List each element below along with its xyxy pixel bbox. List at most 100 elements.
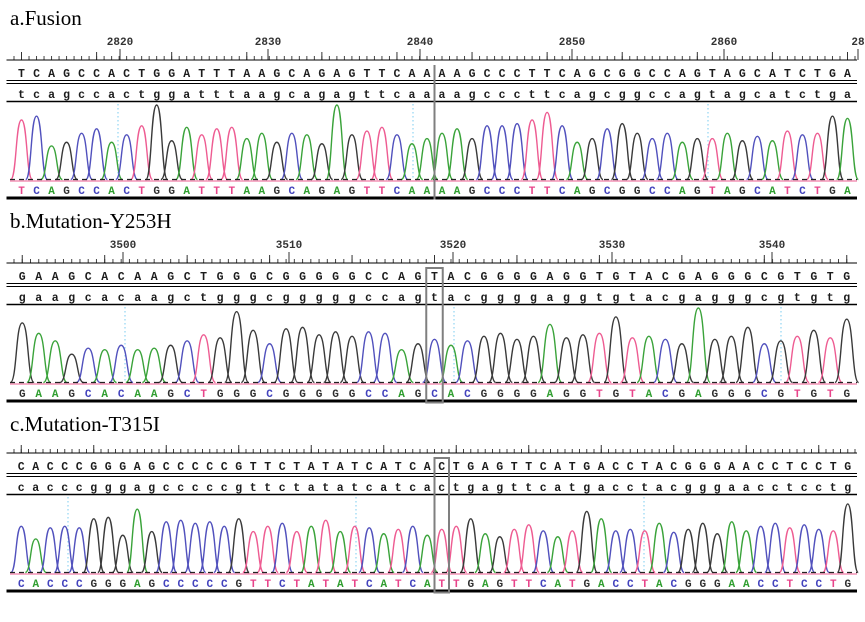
svg-text:G: G <box>105 579 112 591</box>
svg-text:c: c <box>279 482 286 495</box>
svg-text:g: g <box>728 292 735 305</box>
svg-text:T: T <box>138 186 145 198</box>
svg-text:g: g <box>810 292 817 305</box>
svg-text:G: G <box>349 186 356 198</box>
chromatogram-a: 2820 2830 2840 2850 2860 28T C A G C C A C T G G A T T T A A G… <box>6 37 865 200</box>
svg-text:A: A <box>308 461 315 474</box>
svg-text:g: g <box>119 482 126 495</box>
svg-text:C: C <box>288 68 295 81</box>
svg-text:A: A <box>424 68 431 81</box>
svg-text:G: G <box>619 68 626 81</box>
svg-text:C: C <box>118 271 125 284</box>
svg-text:g: g <box>612 292 619 305</box>
svg-text:g: g <box>744 292 751 305</box>
svg-text:G: G <box>513 271 520 284</box>
svg-text:A: A <box>52 389 59 401</box>
svg-text:T: T <box>351 579 358 591</box>
svg-text:C: C <box>815 461 822 474</box>
svg-text:T: T <box>213 186 220 198</box>
svg-text:a: a <box>35 292 42 305</box>
svg-text:C: C <box>514 186 521 198</box>
svg-text:g: g <box>579 292 586 305</box>
svg-text:T: T <box>784 186 791 198</box>
svg-text:G: G <box>119 579 126 591</box>
svg-text:t: t <box>827 292 834 305</box>
svg-text:g: g <box>481 292 488 305</box>
svg-text:t: t <box>200 292 207 305</box>
svg-text:c: c <box>365 292 372 305</box>
svg-text:a: a <box>183 89 190 102</box>
svg-text:T: T <box>200 271 207 284</box>
svg-text:A: A <box>574 186 581 198</box>
panel-title: c.Mutation-T315I <box>10 412 160 436</box>
svg-text:A: A <box>380 461 387 474</box>
svg-text:a: a <box>546 292 553 305</box>
svg-text:C: C <box>394 186 401 198</box>
svg-text:g: g <box>777 292 784 305</box>
svg-text:c: c <box>604 89 611 102</box>
svg-text:G: G <box>563 389 570 401</box>
svg-text:t: t <box>641 482 648 495</box>
svg-text:T: T <box>200 389 207 401</box>
svg-text:G: G <box>467 579 474 591</box>
svg-text:G: G <box>318 68 325 81</box>
svg-text:G: G <box>63 68 70 81</box>
svg-text:G: G <box>349 271 356 284</box>
svg-text:G: G <box>469 68 476 81</box>
svg-text:G: G <box>497 271 504 284</box>
svg-text:A: A <box>32 461 39 474</box>
svg-text:A: A <box>409 68 416 81</box>
svg-text:A: A <box>482 461 489 474</box>
svg-text:a: a <box>52 292 59 305</box>
svg-text:g: g <box>90 482 97 495</box>
svg-text:A: A <box>574 68 581 81</box>
svg-text:g: g <box>167 292 174 305</box>
svg-text:G: G <box>694 186 701 198</box>
svg-text:G: G <box>299 389 306 401</box>
svg-text:C: C <box>799 68 806 81</box>
svg-text:C: C <box>289 186 296 198</box>
svg-text:A: A <box>337 579 344 591</box>
svg-text:A: A <box>448 389 455 401</box>
svg-text:C: C <box>177 461 184 474</box>
svg-text:A: A <box>134 461 141 474</box>
svg-text:c: c <box>799 89 806 102</box>
svg-text:a: a <box>482 482 489 495</box>
svg-text:g: g <box>19 292 26 305</box>
mutation-box <box>425 267 444 404</box>
svg-text:C: C <box>221 579 228 591</box>
svg-text:T: T <box>322 461 329 474</box>
svg-text:G: G <box>699 461 706 474</box>
svg-text:C: C <box>499 68 506 81</box>
svg-text:C: C <box>801 579 808 591</box>
svg-text:T: T <box>827 389 834 401</box>
ruler-number: 3510 <box>276 240 302 252</box>
svg-text:A: A <box>844 186 851 198</box>
svg-text:G: G <box>316 271 323 284</box>
svg-text:t: t <box>395 482 402 495</box>
svg-text:T: T <box>511 461 518 474</box>
svg-text:A: A <box>303 68 310 81</box>
svg-text:A: A <box>656 461 663 474</box>
svg-text:C: C <box>163 579 170 591</box>
trace-curves <box>9 307 860 384</box>
svg-text:g: g <box>467 482 474 495</box>
svg-text:g: g <box>235 482 242 495</box>
svg-text:G: G <box>283 271 290 284</box>
svg-text:C: C <box>366 579 373 591</box>
svg-text:G: G <box>728 271 735 284</box>
svg-text:g: g <box>844 482 851 495</box>
svg-text:C: C <box>670 579 677 591</box>
svg-text:c: c <box>118 292 125 305</box>
svg-text:t: t <box>363 89 370 102</box>
svg-text:G: G <box>68 271 75 284</box>
quality-guide-lines <box>124 307 782 383</box>
svg-text:C: C <box>464 389 471 401</box>
svg-text:T: T <box>786 461 793 474</box>
svg-text:C: C <box>382 389 389 401</box>
